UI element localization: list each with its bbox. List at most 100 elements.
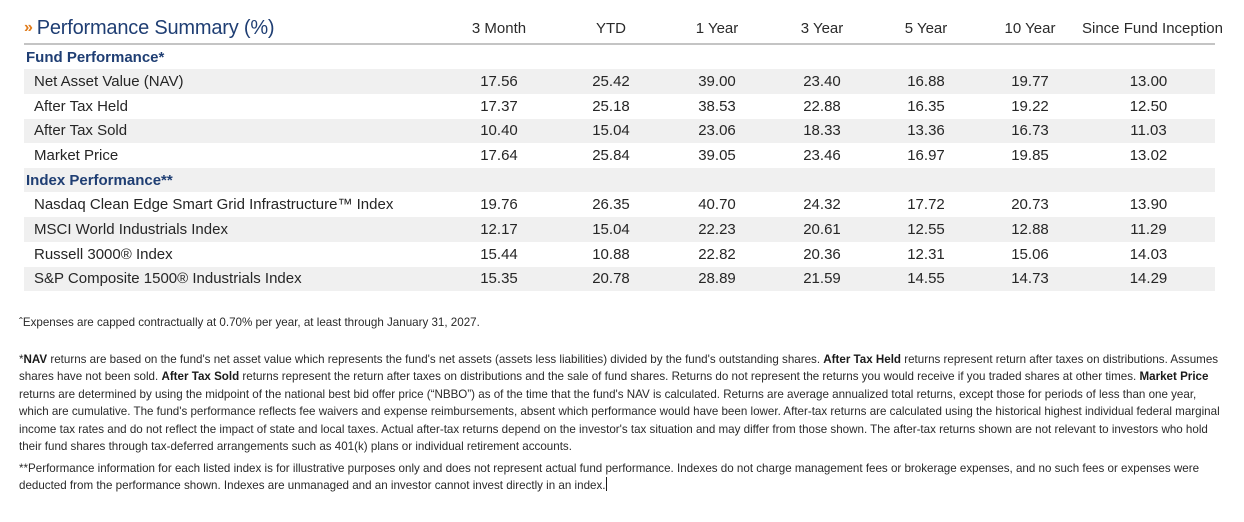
cell-ytd: 15.04: [558, 216, 664, 242]
cell-3-year: 22.88: [803, 97, 841, 115]
column-header-1-year: 1 Year: [664, 14, 770, 45]
table-row: S&P Composite 1500® Industrials Index 15…: [24, 266, 1215, 292]
column-header-10-year: 10 Year: [978, 14, 1082, 45]
cell-ytd: 25.42: [558, 69, 664, 94]
table-row: Net Asset Value (NAV) 17.56 25.42 39.00 …: [24, 69, 1215, 94]
cell-3-month: 15.44: [480, 245, 518, 263]
table-title: » Performance Summary (%): [24, 14, 440, 45]
cell-5-year: 12.55: [874, 216, 978, 242]
market-price-term: Market Price: [1139, 370, 1209, 384]
cell-1-year: 22.82: [698, 245, 736, 263]
after-tax-sold-definition: returns represent the return after taxes…: [239, 370, 1140, 384]
cell-ytd: 26.35: [592, 196, 630, 214]
cell-3-year: 20.61: [770, 216, 874, 242]
expense-cap-note: ˆExpenses are capped contractually at 0.…: [19, 316, 480, 329]
row-label: Market Price: [34, 147, 119, 165]
cell-ytd: 10.88: [592, 245, 630, 263]
column-header-3-month: 3 Month: [440, 14, 558, 45]
cell-10-year: 19.85: [1011, 147, 1049, 165]
performance-summary: » Performance Summary (%) 3 Month YTD 1 Y…: [24, 14, 1223, 292]
column-header-ytd: YTD: [558, 14, 664, 45]
row-label: MSCI World Industrials Index: [24, 216, 440, 242]
cell-3-month: 15.35: [440, 266, 558, 292]
cell-since-inception: 11.03: [1082, 118, 1215, 144]
index-disclaimer-note: **Performance information for each liste…: [19, 460, 1229, 495]
cell-since-inception: 11.29: [1082, 216, 1215, 242]
cell-ytd: 25.84: [592, 147, 630, 165]
cell-1-year: 22.23: [664, 216, 770, 242]
cell-10-year: 12.88: [978, 216, 1082, 242]
cell-3-year: 21.59: [770, 266, 874, 292]
cell-10-year: 20.73: [1011, 196, 1049, 214]
row-label: Net Asset Value (NAV): [24, 69, 440, 94]
row-label: Russell 3000® Index: [34, 245, 173, 263]
cell-1-year: 39.00: [664, 69, 770, 94]
section-label-index-performance: Index Performance**: [24, 168, 1215, 193]
section-label-fund-performance: Fund Performance*: [26, 48, 165, 66]
cell-since-inception: 14.03: [1129, 245, 1168, 263]
row-label: After Tax Sold: [24, 118, 440, 144]
nav-term: NAV: [23, 353, 48, 366]
performance-table: » Performance Summary (%) 3 Month YTD 1 Y…: [24, 14, 1223, 292]
cell-1-year: 23.06: [664, 118, 770, 144]
index-disclaimer-text: **Performance information for each liste…: [19, 462, 1200, 493]
after-tax-held-definition: returns represent return after taxes on …: [19, 353, 1219, 384]
column-header-since-inception: Since Fund Inception: [1082, 14, 1223, 45]
cell-since-inception: 13.90: [1129, 196, 1168, 214]
row-label: Nasdaq Clean Edge Smart Grid Infrastruct…: [34, 196, 394, 214]
cell-5-year: 16.88: [874, 69, 978, 94]
cell-10-year: 16.73: [978, 118, 1082, 144]
cell-5-year: 13.36: [874, 118, 978, 144]
table-row: After Tax Held 17.37 25.18 38.53 22.88 1…: [24, 94, 1215, 119]
row-label: After Tax Held: [34, 97, 128, 115]
section-row-index-performance: Index Performance**: [24, 168, 1215, 193]
text-cursor: [606, 477, 608, 492]
cell-3-year: 23.46: [803, 147, 841, 165]
cell-since-inception: 13.00: [1082, 69, 1215, 94]
cell-10-year: 15.06: [1011, 245, 1049, 263]
table-row: MSCI World Industrials Index 12.17 15.04…: [24, 216, 1215, 242]
cell-3-year: 24.32: [803, 196, 841, 214]
cell-since-inception: 13.02: [1129, 147, 1168, 165]
cell-3-year: 23.40: [770, 69, 874, 94]
cell-10-year: 19.22: [1011, 97, 1049, 115]
cell-3-month: 10.40: [440, 118, 558, 144]
cell-3-year: 20.36: [803, 245, 841, 263]
table-row: Russell 3000® Index 15.44 10.88 22.82 20…: [24, 242, 1215, 267]
table-row: Nasdaq Clean Edge Smart Grid Infrastruct…: [24, 192, 1215, 217]
cell-5-year: 17.72: [907, 196, 945, 214]
cell-5-year: 16.97: [907, 147, 945, 165]
table-header-row: » Performance Summary (%) 3 Month YTD 1 Y…: [24, 14, 1223, 45]
returns-definition-note: *NAV returns are based on the fund's net…: [19, 351, 1229, 455]
cell-3-month: 12.17: [440, 216, 558, 242]
cell-1-year: 39.05: [698, 147, 736, 165]
cell-since-inception: 14.29: [1082, 266, 1215, 292]
cell-3-month: 17.37: [480, 97, 518, 115]
cell-1-year: 40.70: [698, 196, 736, 214]
chevron-right-icon: »: [24, 19, 33, 36]
table-row: After Tax Sold 10.40 15.04 23.06 18.33 1…: [24, 118, 1215, 144]
column-header-3-year: 3 Year: [770, 14, 874, 45]
table-title-text: Performance Summary (%): [36, 17, 275, 39]
market-price-definition: returns are determined by using the midp…: [19, 387, 1220, 454]
cell-5-year: 14.55: [874, 266, 978, 292]
cell-1-year: 28.89: [664, 266, 770, 292]
cell-ytd: 25.18: [592, 97, 630, 115]
cell-ytd: 15.04: [558, 118, 664, 144]
column-header-5-year: 5 Year: [874, 14, 978, 45]
after-tax-sold-term: After Tax Sold: [161, 370, 240, 384]
cell-3-year: 18.33: [770, 118, 874, 144]
row-label: S&P Composite 1500® Industrials Index: [24, 266, 440, 292]
after-tax-held-term: After Tax Held: [823, 353, 902, 366]
section-row-fund-performance: Fund Performance*: [24, 44, 1215, 69]
note-marker: *: [19, 353, 24, 366]
cell-3-month: 17.56: [440, 69, 558, 94]
nav-definition: returns are based on the fund's net asse…: [47, 353, 824, 366]
table-row: Market Price 17.64 25.84 39.05 23.46 16.…: [24, 143, 1215, 168]
cell-5-year: 16.35: [907, 97, 945, 115]
cell-3-month: 19.76: [480, 196, 518, 214]
cell-10-year: 14.73: [978, 266, 1082, 292]
cell-5-year: 12.31: [907, 245, 945, 263]
cell-1-year: 38.53: [698, 97, 736, 115]
cell-10-year: 19.77: [978, 69, 1082, 94]
